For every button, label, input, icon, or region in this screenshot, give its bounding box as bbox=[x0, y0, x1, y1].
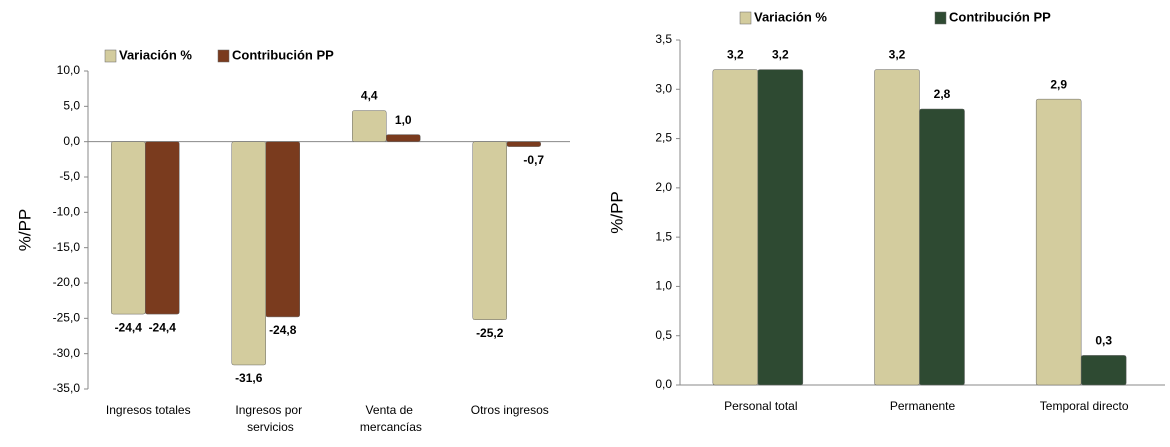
bar bbox=[1080, 355, 1127, 386]
bar bbox=[386, 134, 421, 142]
x-tick-label: Personal total bbox=[724, 399, 797, 413]
legend-label: Variación % bbox=[754, 9, 827, 24]
bar bbox=[111, 141, 146, 315]
value-label: 3,2 bbox=[772, 48, 789, 62]
y-tick-label: 1,5 bbox=[655, 229, 672, 243]
value-label: -24,8 bbox=[269, 323, 297, 337]
y-tick-label: 10,0 bbox=[57, 63, 81, 77]
y-tick-label: -25,0 bbox=[53, 311, 81, 325]
bar bbox=[472, 141, 507, 320]
x-tick-label: Ingresos por servicios bbox=[235, 403, 302, 434]
value-label: 4,4 bbox=[361, 89, 378, 103]
y-axis-title: %/PP bbox=[15, 209, 34, 252]
y-tick-label: 3,5 bbox=[655, 32, 672, 46]
value-label: 3,2 bbox=[727, 48, 744, 62]
x-tick-line: mercancías bbox=[357, 420, 422, 434]
y-tick-label: -35,0 bbox=[53, 381, 81, 395]
y-tick-label: 3,0 bbox=[655, 81, 672, 95]
x-tick-label: Temporal directo bbox=[1040, 399, 1129, 413]
value-label: 2,8 bbox=[934, 87, 951, 101]
bar bbox=[145, 141, 180, 315]
value-label: -25,2 bbox=[476, 326, 504, 340]
x-tick-line: servicios bbox=[244, 420, 294, 434]
bar bbox=[231, 141, 266, 366]
y-tick-label: 2,5 bbox=[655, 131, 672, 145]
legend-swatch bbox=[217, 49, 230, 63]
y-tick-label: 0,0 bbox=[63, 134, 80, 148]
x-tick-line: Venta de bbox=[366, 403, 414, 417]
bar bbox=[506, 141, 541, 147]
y-tick-label: 0,0 bbox=[655, 377, 672, 391]
value-label: 1,0 bbox=[395, 113, 412, 127]
bar bbox=[352, 110, 387, 142]
value-label: -24,4 bbox=[149, 320, 177, 334]
y-axis-title: %/PP bbox=[607, 191, 626, 234]
bar bbox=[265, 141, 300, 318]
value-label: 0,3 bbox=[1095, 334, 1112, 348]
legend-label: Contribución PP bbox=[232, 47, 334, 62]
y-tick-label: -5,0 bbox=[59, 169, 80, 183]
bar bbox=[1035, 98, 1082, 386]
x-tick-line: Ingresos por bbox=[235, 403, 302, 417]
value-label: 2,9 bbox=[1050, 77, 1067, 91]
y-tick-label: 5,0 bbox=[63, 99, 80, 113]
value-label: -24,4 bbox=[115, 320, 143, 334]
y-tick-label: 1,0 bbox=[655, 279, 672, 293]
legend-label: Variación % bbox=[119, 47, 192, 62]
bar bbox=[712, 69, 759, 386]
legend-swatch bbox=[934, 11, 947, 25]
legend-label: Contribución PP bbox=[949, 9, 1051, 24]
y-tick-label: -30,0 bbox=[53, 346, 81, 360]
x-tick-label: Ingresos totales bbox=[106, 403, 191, 417]
x-tick-label: Permanente bbox=[890, 399, 956, 413]
bar bbox=[757, 69, 804, 386]
y-tick-label: -20,0 bbox=[53, 275, 81, 289]
x-tick-label: Venta de mercancías bbox=[357, 403, 422, 434]
bar bbox=[874, 69, 920, 386]
value-label: -31,6 bbox=[235, 371, 263, 385]
y-tick-label: 0,5 bbox=[655, 328, 672, 342]
y-tick-label: -15,0 bbox=[53, 240, 81, 254]
y-tick-label: -10,0 bbox=[53, 205, 81, 219]
legend-swatch bbox=[739, 11, 752, 25]
bar bbox=[919, 108, 965, 386]
y-tick-label: 2,0 bbox=[655, 180, 672, 194]
value-label: -0,7 bbox=[523, 153, 544, 167]
x-tick-label: Otros ingresos bbox=[471, 403, 549, 417]
value-label: 3,2 bbox=[889, 48, 906, 62]
legend-swatch bbox=[104, 49, 117, 63]
